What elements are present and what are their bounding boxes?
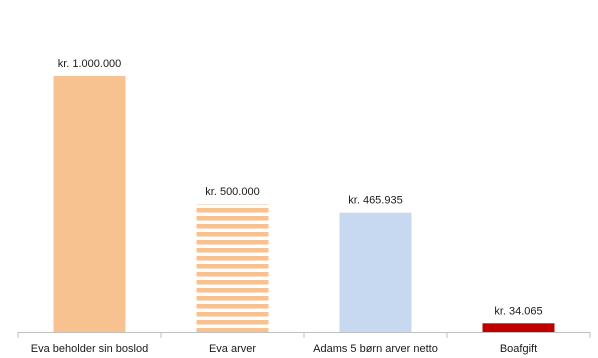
bars-layer	[53, 76, 555, 332]
bar-2	[196, 204, 269, 332]
data-labels-layer: kr. 1.000.000 kr. 500.000 kr. 465.935 kr. 3…	[58, 58, 543, 317]
data-label-1: kr. 1.000.000	[58, 58, 122, 70]
bar-4	[482, 323, 555, 332]
bar-3	[339, 212, 412, 332]
category-label-4: Boafgift	[500, 343, 537, 355]
data-label-4: kr. 34.065	[494, 305, 542, 317]
category-label-1: Eva beholder sin boslod	[31, 343, 148, 355]
bar-1	[53, 76, 126, 332]
data-label-2: kr. 500.000	[205, 186, 259, 198]
x-axis: Eva beholder sin boslod Eva arver Adams 5 …	[17, 332, 591, 355]
category-label-2: Eva arver	[209, 343, 256, 355]
category-label-3: Adams 5 børn arver netto	[313, 343, 438, 355]
data-label-3: kr. 465.935	[348, 195, 402, 207]
